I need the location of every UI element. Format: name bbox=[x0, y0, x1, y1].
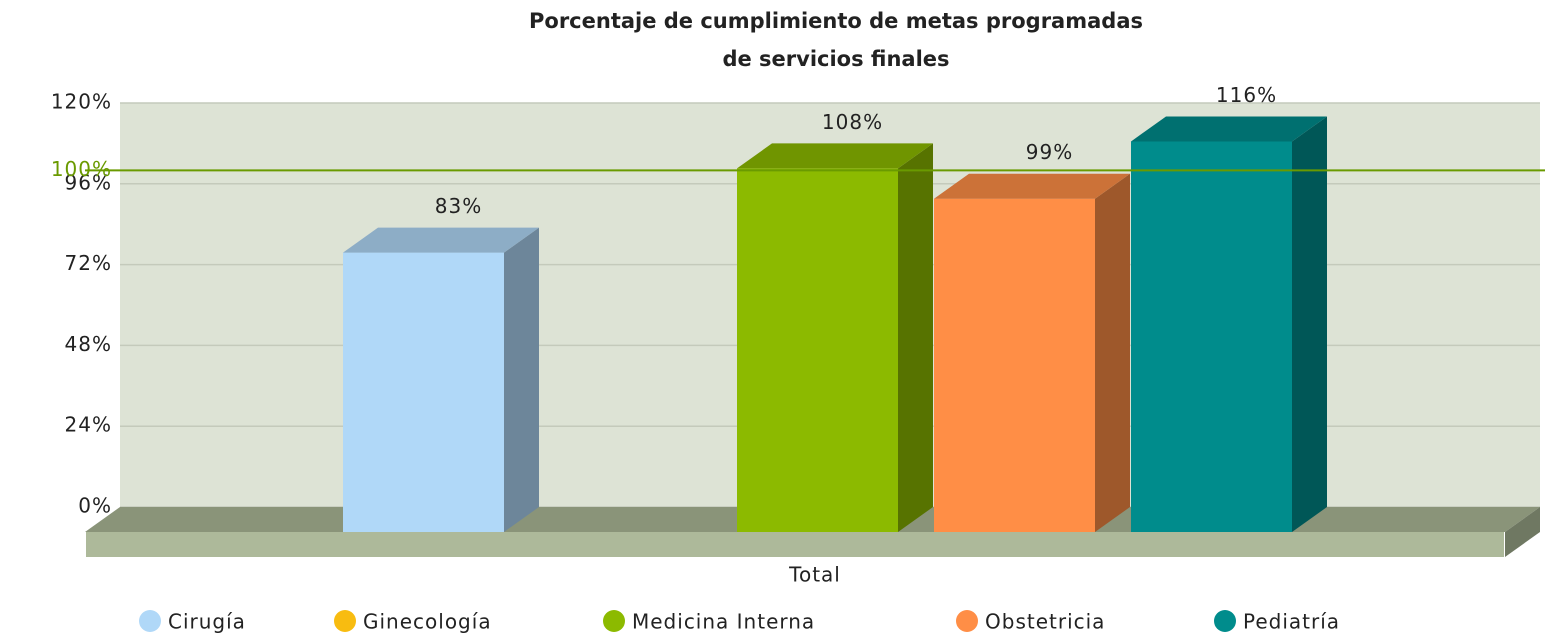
legend-swatch bbox=[956, 610, 978, 632]
floor-side bbox=[1505, 507, 1540, 557]
data-label: 108% bbox=[822, 110, 883, 134]
bar-front bbox=[934, 198, 1095, 532]
bar-front bbox=[1131, 141, 1292, 532]
legend-label: Pediatría bbox=[1243, 610, 1340, 634]
chart-title: Porcentaje de cumplimiento de metas prog… bbox=[529, 9, 1143, 33]
legend-swatch bbox=[603, 610, 625, 632]
data-label: 116% bbox=[1216, 83, 1277, 107]
bar-top bbox=[343, 227, 539, 253]
y-tick-label: 96% bbox=[65, 170, 112, 194]
bar-front bbox=[737, 168, 898, 532]
legend-label: Cirugía bbox=[168, 610, 246, 634]
x-tick-label: Total bbox=[788, 563, 841, 587]
bar-front bbox=[343, 252, 504, 533]
bar-side bbox=[504, 227, 539, 533]
bar-side bbox=[1095, 173, 1130, 532]
legend-swatch bbox=[1214, 610, 1236, 632]
data-label: 99% bbox=[1026, 140, 1073, 164]
y-tick-label: 24% bbox=[65, 413, 112, 437]
data-label: 83% bbox=[435, 194, 482, 218]
bar-side bbox=[898, 143, 933, 532]
y-tick-label: 72% bbox=[65, 251, 112, 275]
reference-label: 100% bbox=[51, 157, 112, 181]
floor-front bbox=[86, 532, 1504, 557]
legend-label: Medicina Interna bbox=[632, 610, 815, 634]
bar-top bbox=[934, 173, 1130, 199]
y-tick-label: 120% bbox=[51, 90, 112, 114]
y-tick-label: 48% bbox=[65, 332, 112, 356]
y-tick-label: 0% bbox=[78, 494, 112, 518]
legend-swatch bbox=[334, 610, 356, 632]
legend-label: Obstetricia bbox=[985, 610, 1105, 634]
legend-label: Ginecología bbox=[363, 610, 492, 634]
bar-top bbox=[1131, 116, 1327, 142]
legend-swatch bbox=[139, 610, 161, 632]
bar-side bbox=[1292, 116, 1327, 532]
bar-top bbox=[737, 143, 933, 169]
chart-title: de servicios finales bbox=[722, 47, 949, 71]
